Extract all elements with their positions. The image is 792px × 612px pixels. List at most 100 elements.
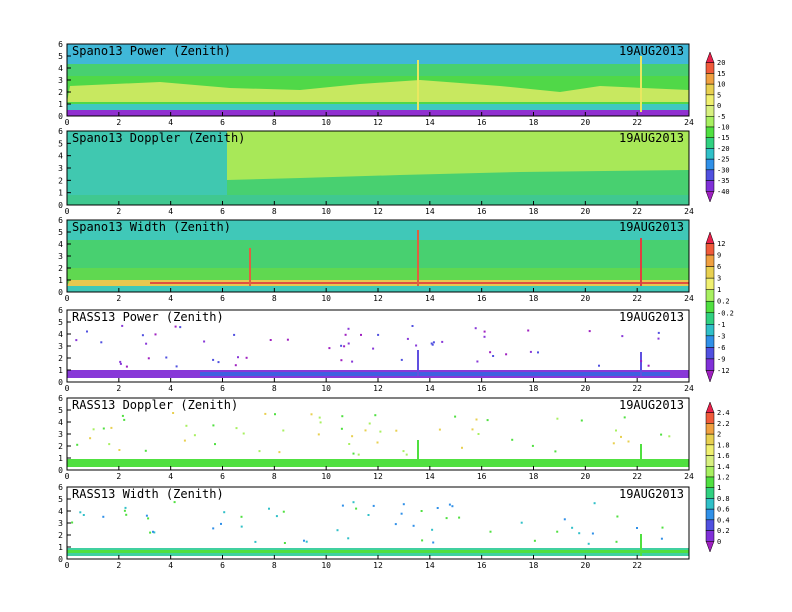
colorbar-segment (705, 412, 715, 424)
x-tick-label: 8 (272, 472, 277, 481)
x-tick-label: 12 (373, 294, 383, 303)
scatter-point (352, 501, 355, 504)
scatter-point (458, 516, 461, 519)
scatter-point (623, 416, 626, 419)
x-tick-label: 0 (65, 561, 70, 570)
scatter-point (657, 331, 660, 334)
scatter-point (505, 353, 508, 356)
scatter-point (372, 347, 375, 350)
scatter-point (203, 340, 206, 343)
colorbar-label: 3 (717, 275, 721, 283)
x-tick-label: 10 (321, 207, 331, 216)
scatter-point (220, 522, 222, 525)
colorbar-segment (705, 169, 715, 181)
colorbar-label: -10 (717, 124, 730, 132)
scatter-point (476, 360, 479, 363)
colorbar-label: 1.2 (717, 474, 730, 482)
colorbar-segment (705, 289, 715, 302)
scatter-point (511, 438, 514, 441)
scatter-point (489, 351, 492, 354)
colorbar-cb2: 12 9 6 3 1 0.2 -0.2 -1 -3 -6 -9 -12 (705, 231, 734, 383)
scatter-point (660, 537, 663, 540)
scatter-point (360, 333, 362, 336)
y-tick-label: 5 (58, 318, 63, 327)
scatter-point (492, 355, 495, 357)
x-tick-label: 4 (168, 294, 173, 303)
colorbar-cb3: 2.4 2.2 2 1.8 1.6 1.4 1.2 1 0.8 0.6 0.4 0.2 0 (705, 401, 730, 553)
scatter-point (483, 335, 486, 338)
scatter-point (357, 453, 360, 456)
x-tick-label: 14 (425, 384, 435, 393)
scatter-point (640, 360, 643, 363)
scatter-point (412, 524, 415, 527)
colorbar-cap (705, 191, 715, 203)
scatter-point (145, 342, 148, 345)
colorbar-label: 6 (717, 263, 721, 271)
panel-title: Spano13 Doppler (Zenith) (72, 131, 245, 145)
y-tick-label: 2 (58, 531, 63, 540)
scatter-point (351, 360, 354, 363)
colorbar-segment (705, 423, 715, 435)
colorbar-segment (705, 300, 715, 314)
scatter-point (82, 514, 85, 516)
x-tick-label: 12 (373, 118, 383, 127)
colorbar-segment (705, 116, 715, 128)
scatter-point (149, 531, 152, 534)
scatter-point (347, 342, 350, 345)
scatter-point (411, 325, 414, 327)
colorbar-label: 2 (717, 431, 721, 439)
colorbar-label: 2.4 (717, 409, 730, 417)
scatter-point (448, 503, 451, 506)
colorbar-segment (705, 148, 715, 160)
scatter-point (454, 415, 457, 418)
scatter-point (174, 325, 177, 328)
x-tick-label: 22 (632, 207, 642, 216)
scatter-point (405, 453, 408, 456)
y-tick-label: 1 (58, 276, 63, 285)
x-tick-label: 8 (272, 118, 277, 127)
colorbar-segment (705, 335, 715, 348)
y-tick-label: 4 (58, 418, 63, 427)
y-tick-label: 6 (58, 394, 63, 403)
scatter-point (258, 450, 261, 453)
scatter-point (402, 503, 405, 506)
scatter-point (336, 529, 339, 532)
panel-date: 19AUG2013 (619, 131, 684, 145)
panel-bg (67, 487, 689, 559)
scatter-point (341, 504, 344, 507)
layer-low (67, 104, 689, 110)
colorbar-label: 0.4 (717, 516, 730, 524)
scatter-point (310, 413, 313, 416)
colorbar-segment (705, 519, 715, 531)
scatter-point (556, 417, 559, 420)
scatter-point (141, 334, 144, 337)
scatter-point (86, 330, 88, 333)
x-tick-label: 22 (632, 294, 642, 303)
scatter-point (121, 414, 124, 417)
x-tick-label: 0 (65, 472, 70, 481)
scatter-point (615, 540, 618, 543)
scatter-point (406, 337, 409, 340)
scatter-point (223, 511, 226, 514)
scatter-point (319, 421, 322, 424)
panel-date: 19AUG2013 (619, 487, 684, 501)
y-tick-label: 2 (58, 442, 63, 451)
colorbar-label: 1.8 (717, 441, 730, 449)
scatter-point (175, 365, 178, 368)
x-tick-label: 10 (321, 118, 331, 127)
colorbar-label: -3 (717, 332, 725, 340)
panel-date: 19AUG2013 (619, 220, 684, 234)
x-tick-label: 22 (632, 561, 642, 570)
scatter-point (173, 501, 176, 504)
scatter-point (461, 446, 463, 449)
scatter-point (75, 339, 78, 342)
colorbar-label: 15 (717, 70, 725, 78)
colorbar-segment (705, 73, 715, 85)
x-tick-label: 4 (168, 472, 173, 481)
x-tick-label: 8 (272, 294, 277, 303)
scatter-point (364, 429, 367, 432)
colorbar-label: 0 (717, 538, 721, 546)
scatter-point (587, 542, 590, 545)
scatter-point (235, 427, 238, 430)
x-tick-label: 6 (220, 207, 225, 216)
